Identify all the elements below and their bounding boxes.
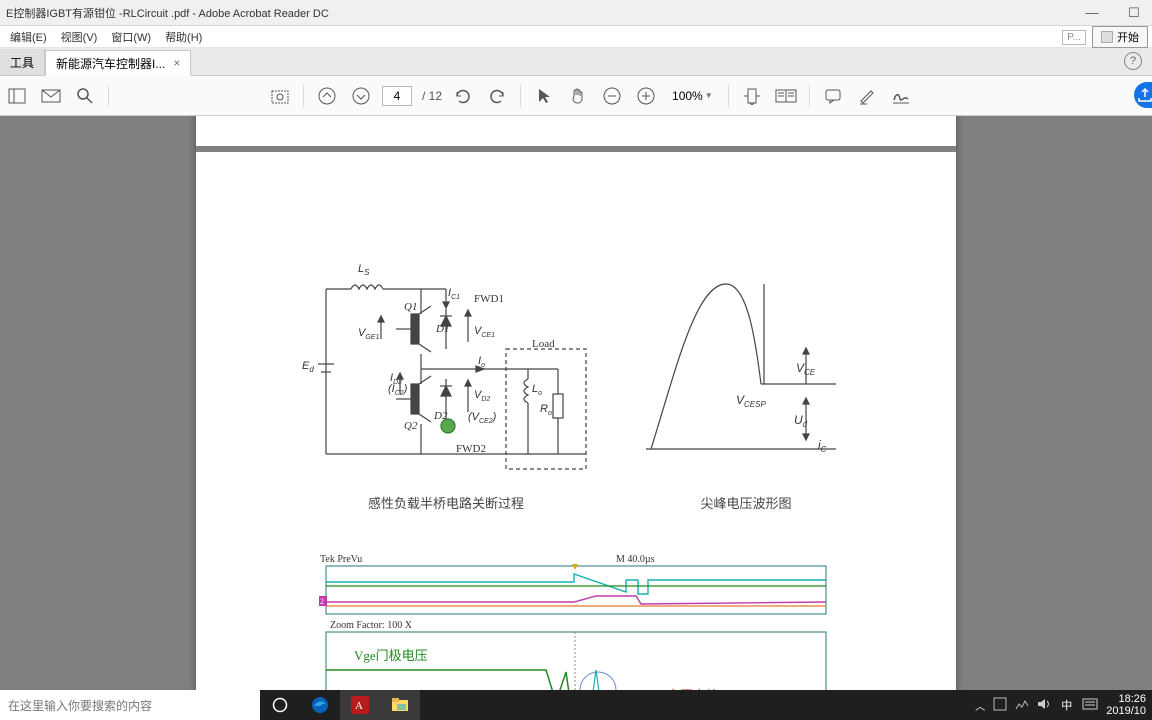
tab-tools-label: 工具 bbox=[10, 54, 34, 71]
acrobat-icon[interactable]: A bbox=[340, 690, 380, 720]
toolbar: / 12 100% ▼ bbox=[0, 76, 1152, 116]
svg-text:iC: iC bbox=[818, 438, 827, 454]
tray-keyboard-icon[interactable] bbox=[1082, 698, 1098, 713]
svg-text:VCE1: VCE1 bbox=[474, 325, 495, 339]
svg-text:2: 2 bbox=[320, 597, 324, 606]
taskbar-search-placeholder: 在这里输入你要搜索的内容 bbox=[8, 697, 152, 714]
svg-text:Load: Load bbox=[532, 338, 555, 350]
taskbar-search[interactable]: 在这里输入你要搜索的内容 bbox=[0, 690, 260, 720]
page-number-input[interactable] bbox=[382, 86, 412, 106]
figure-circuit: LS Ed Q1 Q2 D1 D2 FWD1 FWD2 VGE1 VCE1 IC… bbox=[296, 254, 596, 512]
svg-text:Lo: Lo bbox=[532, 383, 542, 397]
highlight-icon[interactable] bbox=[854, 83, 880, 109]
sign-icon[interactable] bbox=[888, 83, 914, 109]
mail-icon[interactable] bbox=[38, 83, 64, 109]
menu-window[interactable]: 窗口(W) bbox=[105, 27, 157, 47]
system-tray: ︿ 中 18:26 2019/10 bbox=[975, 693, 1152, 717]
page-up-icon[interactable] bbox=[314, 83, 340, 109]
comment-icon[interactable] bbox=[820, 83, 846, 109]
maximize-button[interactable]: ☐ bbox=[1122, 4, 1146, 22]
window-titlebar: E控制器IGBT有源钳位 -RLCircuit .pdf - Adobe Acr… bbox=[0, 0, 1152, 26]
svg-text:Tek PreVu: Tek PreVu bbox=[320, 554, 362, 565]
menu-help[interactable]: 帮助(H) bbox=[159, 27, 208, 47]
svg-text:(VCE2): (VCE2) bbox=[468, 411, 497, 425]
svg-text:Io: Io bbox=[478, 355, 485, 369]
fit-width-icon[interactable] bbox=[739, 83, 765, 109]
hand-tool-icon[interactable] bbox=[565, 83, 591, 109]
minimize-button[interactable]: — bbox=[1080, 4, 1104, 22]
rotate-cw-icon[interactable] bbox=[484, 83, 510, 109]
snapshot-icon[interactable] bbox=[267, 83, 293, 109]
svg-text:LS: LS bbox=[358, 263, 370, 277]
svg-text:Q1: Q1 bbox=[404, 301, 417, 313]
svg-text:D2: D2 bbox=[433, 410, 448, 422]
window-title: E控制器IGBT有源钳位 -RLCircuit .pdf - Adobe Acr… bbox=[6, 5, 1080, 21]
zoom-level-label: 100% bbox=[672, 89, 703, 103]
tray-net-icon[interactable] bbox=[1015, 698, 1029, 713]
tray-chevron-icon[interactable]: ︿ bbox=[975, 698, 985, 713]
close-tab-icon[interactable]: × bbox=[173, 56, 180, 70]
selection-tool-icon[interactable] bbox=[531, 83, 557, 109]
waveform-caption: 尖峰电压波形图 bbox=[636, 493, 856, 512]
begin-button[interactable]: 开始 bbox=[1092, 26, 1148, 48]
edge-icon[interactable] bbox=[300, 690, 340, 720]
help-icon[interactable]: ? bbox=[1124, 52, 1142, 70]
tab-tools[interactable]: 工具 bbox=[0, 49, 45, 75]
svg-text:D1: D1 bbox=[435, 323, 449, 335]
share-button[interactable] bbox=[1134, 82, 1152, 108]
svg-text:Ro: Ro bbox=[540, 403, 552, 417]
tray-ime[interactable]: 中 bbox=[1059, 697, 1074, 713]
taskbar: 在这里输入你要搜索的内容 A ︿ 中 18:26 2019/10 bbox=[0, 690, 1152, 720]
zoom-out-icon[interactable] bbox=[599, 83, 625, 109]
zoom-level-select[interactable]: 100% ▼ bbox=[667, 86, 718, 106]
sidebar-toggle-icon[interactable] bbox=[4, 83, 30, 109]
menu-edit[interactable]: 编辑(E) bbox=[4, 27, 53, 47]
figure-waveform: VCE VCESP Ud iC 尖峰电压波形图 bbox=[636, 254, 856, 512]
svg-text:VGE1: VGE1 bbox=[358, 327, 379, 341]
svg-text:Vge门极电压: Vge门极电压 bbox=[354, 648, 428, 663]
tab-document-label: 新能源汽车控制器I... bbox=[56, 55, 165, 72]
tray-date: 2019/10 bbox=[1106, 705, 1146, 717]
begin-label: 开始 bbox=[1117, 29, 1139, 45]
svg-text:Ed: Ed bbox=[302, 360, 314, 374]
menu-view[interactable]: 视图(V) bbox=[55, 27, 104, 47]
svg-text:M 40.0µs: M 40.0µs bbox=[616, 554, 655, 565]
svg-text:FWD1: FWD1 bbox=[474, 293, 504, 305]
svg-text:FWD2: FWD2 bbox=[456, 443, 486, 455]
tray-people-icon[interactable] bbox=[993, 697, 1007, 714]
tray-volume-icon[interactable] bbox=[1037, 698, 1051, 713]
tab-document[interactable]: 新能源汽车控制器I... × bbox=[45, 50, 191, 76]
tray-time: 18:26 bbox=[1106, 693, 1146, 705]
read-mode-icon[interactable] bbox=[773, 83, 799, 109]
pdf-page: LS Ed Q1 Q2 D1 D2 FWD1 FWD2 VGE1 VCE1 IC… bbox=[196, 116, 956, 690]
explorer-icon[interactable] bbox=[380, 690, 420, 720]
search-icon[interactable] bbox=[72, 83, 98, 109]
svg-text:VCESP: VCESP bbox=[736, 393, 766, 409]
svg-text:A: A bbox=[355, 700, 363, 712]
rotate-ccw-icon[interactable] bbox=[450, 83, 476, 109]
menu-bar: 编辑(E) 视图(V) 窗口(W) 帮助(H) bbox=[0, 26, 1152, 48]
window-controls: — ☐ bbox=[1080, 4, 1146, 22]
svg-text:IC1: IC1 bbox=[448, 287, 460, 301]
svg-text:Q2: Q2 bbox=[404, 420, 418, 432]
svg-text:VD2: VD2 bbox=[474, 389, 490, 403]
cortana-icon[interactable] bbox=[260, 690, 300, 720]
circuit-caption: 感性负载半桥电路关断过程 bbox=[296, 493, 596, 512]
tray-clock[interactable]: 18:26 2019/10 bbox=[1106, 693, 1146, 717]
figure-oscilloscope: Tek PreVu M 40.0µs 2 Zoom Factor: 100 X bbox=[316, 552, 836, 690]
tab-strip: 工具 新能源汽车控制器I... × P... 开始 ? bbox=[0, 48, 1152, 76]
begin-icon bbox=[1101, 31, 1113, 43]
zoom-in-icon[interactable] bbox=[633, 83, 659, 109]
svg-text:Zoom Factor: 100 X: Zoom Factor: 100 X bbox=[330, 620, 413, 631]
chevron-down-icon: ▼ bbox=[705, 91, 713, 100]
notify-chip[interactable]: P... bbox=[1062, 30, 1086, 45]
page-total-label: / 12 bbox=[422, 89, 442, 103]
page-down-icon[interactable] bbox=[348, 83, 374, 109]
document-viewport[interactable]: LS Ed Q1 Q2 D1 D2 FWD1 FWD2 VGE1 VCE1 IC… bbox=[0, 116, 1152, 690]
